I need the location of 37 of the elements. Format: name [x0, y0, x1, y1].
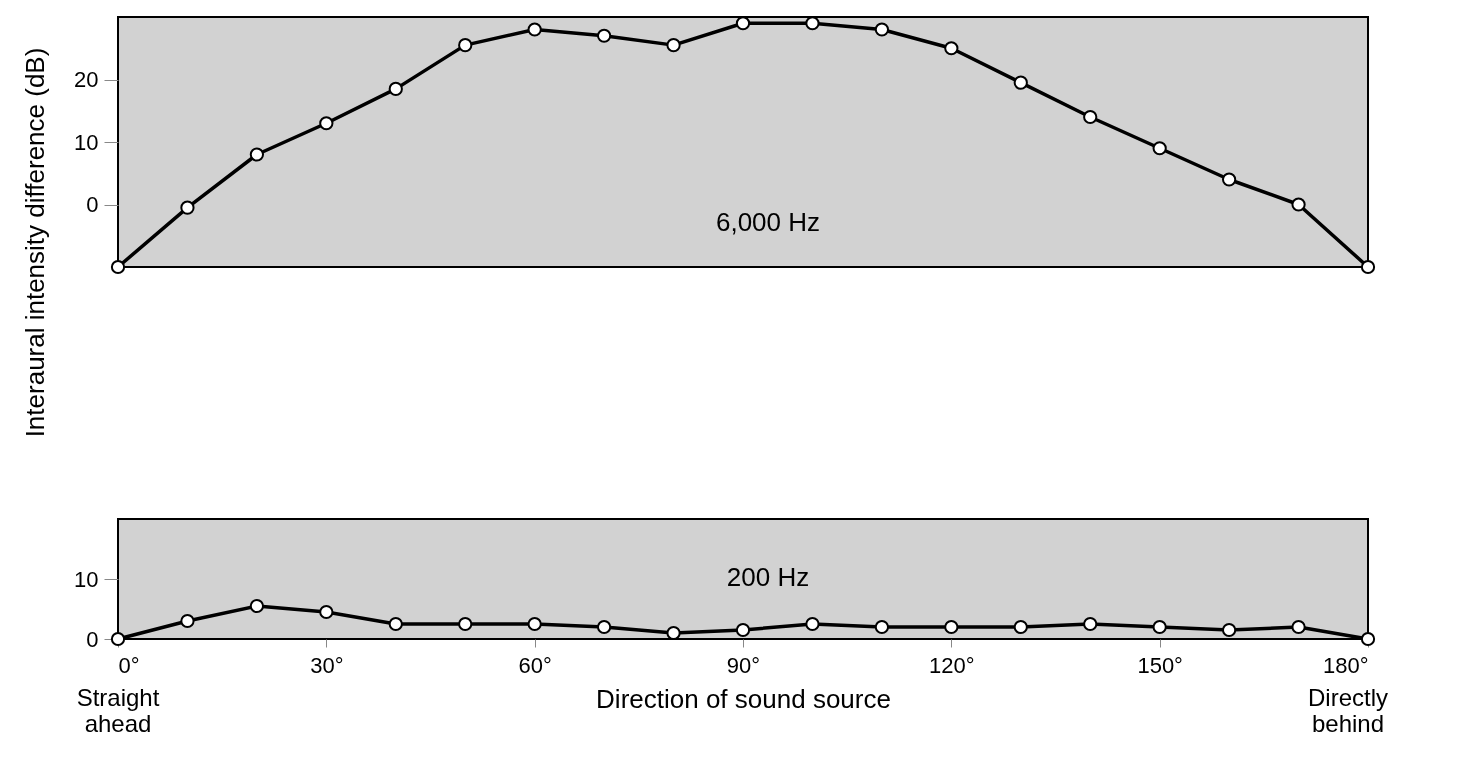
point	[596, 28, 612, 43]
x-tick-label: 120°	[929, 652, 975, 678]
point	[944, 41, 959, 56]
y-tick-label: 20	[74, 67, 99, 92]
y-tick-label: 0	[86, 626, 99, 652]
point	[1083, 109, 1098, 125]
point	[249, 147, 265, 162]
x-tick-label: 60°	[518, 652, 552, 678]
point	[458, 38, 473, 53]
x-tick-label: 180°	[1322, 652, 1369, 678]
point	[1221, 172, 1237, 187]
x-tick-label: 30°	[310, 652, 344, 678]
point	[805, 16, 820, 31]
text: Directly behind	[1307, 684, 1389, 737]
text: Straight ahead	[76, 684, 160, 737]
y-tick-label: 10	[74, 129, 99, 155]
annotation: 6,000 Hz	[715, 206, 821, 237]
y-axis-title: Interaural intensity difference (dB)	[19, 47, 50, 438]
point	[110, 259, 126, 275]
point	[1013, 75, 1028, 90]
point	[527, 22, 542, 37]
point	[1360, 259, 1376, 275]
x-tick-label: 90°	[726, 652, 761, 678]
point	[388, 81, 403, 96]
y-tick-label: 0	[86, 192, 99, 217]
annotation: 200 Hz	[726, 561, 810, 592]
point	[180, 200, 195, 215]
y-tick-label: 10	[74, 566, 99, 592]
x-axis-title: Direction of sound source	[596, 683, 891, 714]
point	[666, 38, 681, 53]
point	[874, 22, 890, 37]
point	[1291, 197, 1306, 212]
point	[1152, 141, 1167, 156]
x-tick-label: 150°	[1137, 652, 1183, 678]
point	[319, 116, 334, 131]
point	[735, 16, 751, 31]
x-tick-label: 0°	[118, 652, 140, 678]
